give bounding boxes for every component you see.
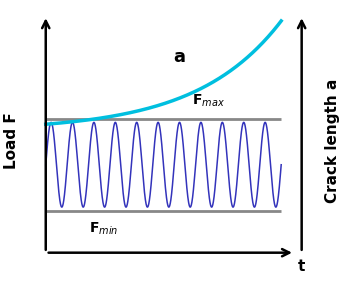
Text: Crack length a: Crack length a bbox=[325, 79, 340, 203]
Text: F$_{max}$: F$_{max}$ bbox=[193, 92, 225, 109]
Text: a: a bbox=[173, 48, 185, 66]
Text: F$_{min}$: F$_{min}$ bbox=[89, 221, 118, 237]
Text: Load F: Load F bbox=[4, 113, 19, 169]
Text: t: t bbox=[298, 259, 305, 274]
